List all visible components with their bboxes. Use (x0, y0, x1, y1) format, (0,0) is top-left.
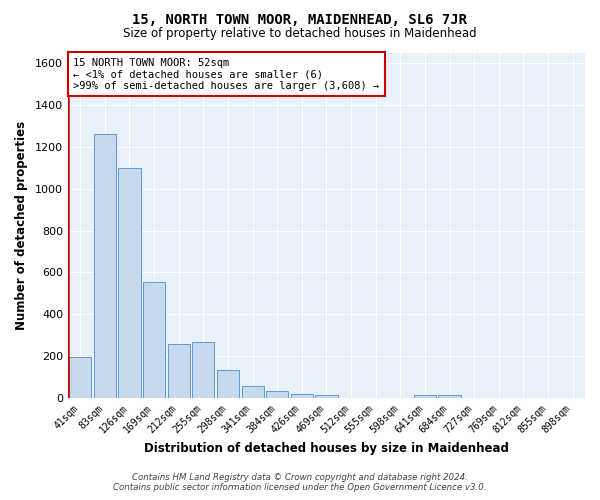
Text: 15, NORTH TOWN MOOR, MAIDENHEAD, SL6 7JR: 15, NORTH TOWN MOOR, MAIDENHEAD, SL6 7JR (133, 12, 467, 26)
Bar (192, 342, 214, 398)
Text: Contains HM Land Registry data © Crown copyright and database right 2024.
Contai: Contains HM Land Registry data © Crown c… (113, 473, 487, 492)
Bar (217, 370, 239, 398)
Bar (167, 344, 190, 398)
Bar (69, 357, 91, 398)
X-axis label: Distribution of detached houses by size in Maidenhead: Distribution of detached houses by size … (144, 442, 509, 455)
Bar (316, 396, 338, 398)
Text: Size of property relative to detached houses in Maidenhead: Size of property relative to detached ho… (123, 28, 477, 40)
Bar (143, 282, 165, 398)
Bar (414, 396, 436, 398)
Bar (94, 134, 116, 398)
Y-axis label: Number of detached properties: Number of detached properties (15, 121, 28, 330)
Bar (242, 386, 263, 398)
Bar (439, 396, 461, 398)
Bar (118, 168, 140, 398)
Text: 15 NORTH TOWN MOOR: 52sqm
← <1% of detached houses are smaller (6)
>99% of semi-: 15 NORTH TOWN MOOR: 52sqm ← <1% of detac… (73, 58, 379, 91)
Bar (291, 394, 313, 398)
Bar (266, 392, 289, 398)
